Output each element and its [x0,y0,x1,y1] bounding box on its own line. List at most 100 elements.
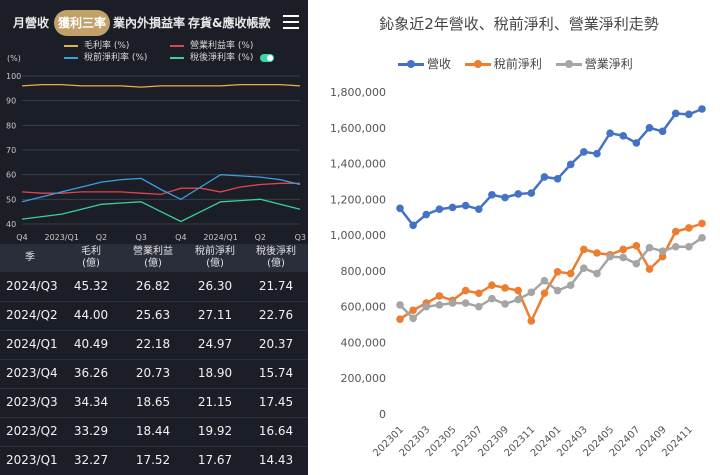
value-cell: 36.26 [73,366,109,380]
value-cell: 33.29 [73,424,109,438]
legend-item-operating-margin[interactable]: 營業利益率 (%) [170,40,253,52]
series-toggle-switch[interactable] [260,53,275,62]
data-point [606,252,614,261]
data-point [461,201,470,210]
table-row: 2024/Q2 44.00 25.63 27.11 22.76 [0,301,308,331]
data-point [540,173,549,181]
tab-non-operating-ratio[interactable]: 業內外損益率 [113,16,186,30]
y-tick-label: 1,400,000 [330,158,386,171]
y-tick-label: 600,000 [341,301,387,314]
legend-item-operating-income[interactable]: 營業淨利 [555,55,633,72]
data-point [409,306,417,315]
value-cell: 14.43 [258,453,294,467]
data-point [658,127,667,136]
data-point [474,302,483,311]
data-point [527,288,536,297]
tab-monthly-revenue[interactable]: 月營收 [12,16,49,30]
y-tick-label: 1,800,000 [330,86,386,99]
series-line-1 [399,222,703,325]
value-cell: 40.49 [73,337,109,351]
value-cell: 26.30 [197,279,233,293]
legend-label: 營收 [427,57,452,71]
data-point [566,281,575,290]
value-cell: 18.44 [135,424,171,438]
data-point [671,227,680,236]
tab-three-margins[interactable]: 獲利三率 [54,10,110,36]
data-point [685,110,693,119]
menu-icon[interactable] [283,15,299,29]
column-header-label: 稅前淨利 [195,246,235,257]
data-point [645,265,654,273]
column-header-label: 稅後淨利 [256,246,296,257]
y-tick-label: 400,000 [341,336,387,349]
column-header: 季 [4,252,56,264]
y-tick-label: 1,000,000 [330,229,386,242]
table-row: 2023/Q4 36.26 20.73 18.90 15.74 [0,359,308,389]
column-header-unit: (億) [206,258,224,269]
y-tick-label: 50 [6,195,16,204]
y-tick-label: 800,000 [341,265,387,278]
y-tick-label: 100 [6,72,21,81]
y-tick-label: 200,000 [341,372,387,385]
column-header: 稅後淨利 (億) [246,246,306,270]
data-point [540,276,549,285]
data-point [553,286,562,295]
profitability-panel: 月營收 獲利三率 業內外損益率 存貨&應收帳款 毛利率 (%) 營業利益率 (%… [0,0,308,475]
column-header-label: 營業利益 [133,246,173,257]
value-cell: 21.15 [197,395,233,409]
quarter-cell: 2024/Q3 [6,279,58,293]
legend-label: 營業利益率 (%) [190,41,254,51]
legend-item-gross-margin[interactable]: 毛利率 (%) [64,40,129,52]
value-cell: 17.52 [135,453,171,467]
value-cell: 24.97 [197,337,233,351]
quarter-cell: 2024/Q2 [6,308,58,322]
series-line-2 [399,236,703,321]
data-point [501,193,509,202]
data-point [619,253,628,262]
data-point [593,269,601,278]
data-point [632,139,641,147]
data-point [409,314,417,323]
tab-inventory-receivables[interactable]: 存貨&應收帳款 [188,16,271,30]
data-point [501,284,509,292]
legend-label: 稅前淨利率 (%) [84,53,148,63]
data-point [527,189,536,197]
data-point [685,224,693,232]
revenue-income-line-chart: 0 200,000 400,000 600,000 800,000 1,000,000 1,… [330,86,706,459]
legend-label: 營業淨利 [584,57,633,71]
x-tick-label: Q3 [295,233,306,242]
column-header-label: 季 [25,252,35,263]
data-point [632,259,641,268]
legend-item-aftertax-margin[interactable]: 稅後淨利率 (%) [170,52,275,64]
value-cell: 19.92 [197,424,233,438]
series-line-1 [21,182,300,196]
value-cell: 18.65 [135,395,171,409]
table-header: 季毛利 (億) 營業利益 (億) 稅前淨利 (億) 稅後淨利 (億) [0,244,308,272]
data-point [566,269,575,278]
trend-chart-panel: 鈊象近2年營收、稅前淨利、營業淨利走勢 營收 稅前淨利 營業淨利 0 200,00… [318,0,720,475]
data-point [461,286,470,295]
data-point [396,315,404,323]
data-point [685,242,693,251]
data-point [593,249,601,257]
legend-item-pretax-income[interactable]: 稅前淨利 [464,55,542,72]
quarter-cell: 2023/Q4 [6,366,58,380]
tab-bar: 月營收 獲利三率 業內外損益率 存貨&應收帳款 [0,0,308,36]
series-line-0 [21,83,301,88]
data-point [619,245,628,254]
x-tick-label: Q3 [135,233,146,242]
chart-title: 鈊象近2年營收、稅前淨利、營業淨利走勢 [379,15,659,33]
data-point [396,204,404,213]
data-point [422,210,431,219]
data-point [474,289,483,298]
legend-item-revenue[interactable]: 營收 [398,55,451,72]
data-point [553,174,562,183]
column-header-label: 毛利 [81,246,101,257]
data-point [671,109,680,118]
value-cell: 15.74 [258,366,294,380]
legend-item-pretax-margin[interactable]: 稅前淨利率 (%) [64,52,147,64]
table-row: 2023/Q1 32.27 17.52 17.67 14.43 [0,446,308,475]
data-point [514,295,522,304]
value-cell: 34.34 [73,395,109,409]
y-tick-label: 0 [379,408,386,421]
